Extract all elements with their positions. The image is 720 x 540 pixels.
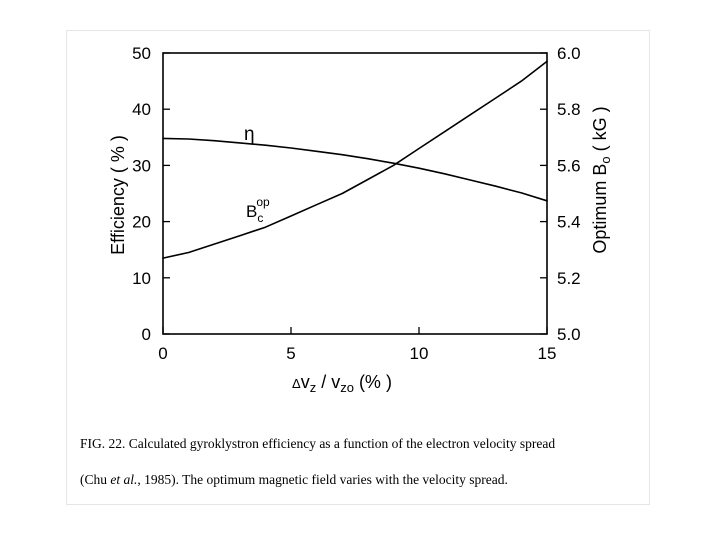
eta-series-label: η: [244, 124, 255, 145]
x-tick-label: 15: [538, 344, 557, 363]
y-tick-label: 10: [132, 269, 151, 288]
y2-title-unit: ( kG ): [590, 106, 610, 156]
x-axis-title: Δvz / vzo (% ): [292, 372, 392, 395]
x-tick-label: 5: [286, 344, 295, 363]
y-tick-label: 30: [132, 156, 151, 175]
b-label-sub: c: [257, 211, 263, 225]
caption-italic: et al.: [110, 472, 138, 487]
x-title-unit: (% ): [354, 372, 392, 392]
x-tick-label: 10: [410, 344, 429, 363]
x-title-mid: / v: [316, 372, 340, 392]
b-label-sup: op: [256, 195, 270, 209]
b-label-main: B: [246, 202, 257, 221]
y2-tick-label: 5.2: [557, 269, 581, 288]
b-series-label: Bc op: [246, 195, 270, 225]
y2-tick-label: 6.0: [557, 44, 581, 63]
y-axis-title-right: Optimum Bo ( kG ): [590, 106, 613, 253]
y-tick-label: 20: [132, 213, 151, 232]
y2-tick-label: 5.0: [557, 325, 581, 344]
plot-frame: [162, 52, 548, 335]
y2-tick-label: 5.8: [557, 100, 581, 119]
caption-post: , 1985). The optimum magnetic field vari…: [137, 472, 508, 487]
magnetic-field-curve: [162, 60, 548, 259]
series-lines: [162, 60, 548, 259]
figure-caption-line-2: (Chu et al., 1985). The optimum magnetic…: [80, 472, 645, 488]
y2-tick-label: 5.4: [557, 213, 581, 232]
y-tick-label: 0: [142, 325, 151, 344]
axis-ticks: [162, 52, 548, 335]
efficiency-curve: [162, 137, 548, 202]
x-title-sub2: zo: [340, 380, 354, 395]
x-title-sub1: z: [310, 380, 317, 395]
x-title-delta: Δ: [292, 376, 301, 391]
figure-caption-line-1: FIG. 22. Calculated gyroklystron efficie…: [80, 436, 556, 451]
x-tick-label: 0: [158, 344, 167, 363]
y-tick-label: 40: [132, 100, 151, 119]
y2-title-subscript: o: [598, 156, 613, 163]
x-title-v1: v: [301, 372, 310, 392]
caption-pre: (Chu: [80, 472, 111, 487]
y-tick-label: 50: [132, 44, 151, 63]
y-axis-title-left: Efficiency ( % ): [108, 135, 128, 255]
tick-labels: 0 10 20 30 40 50 5.0 5.2 5.4 5.6 5.8 6.0 0 5 10 15: [132, 44, 581, 363]
y2-title-prefix: Optimum B: [590, 164, 610, 254]
y2-tick-label: 5.6: [557, 156, 581, 175]
